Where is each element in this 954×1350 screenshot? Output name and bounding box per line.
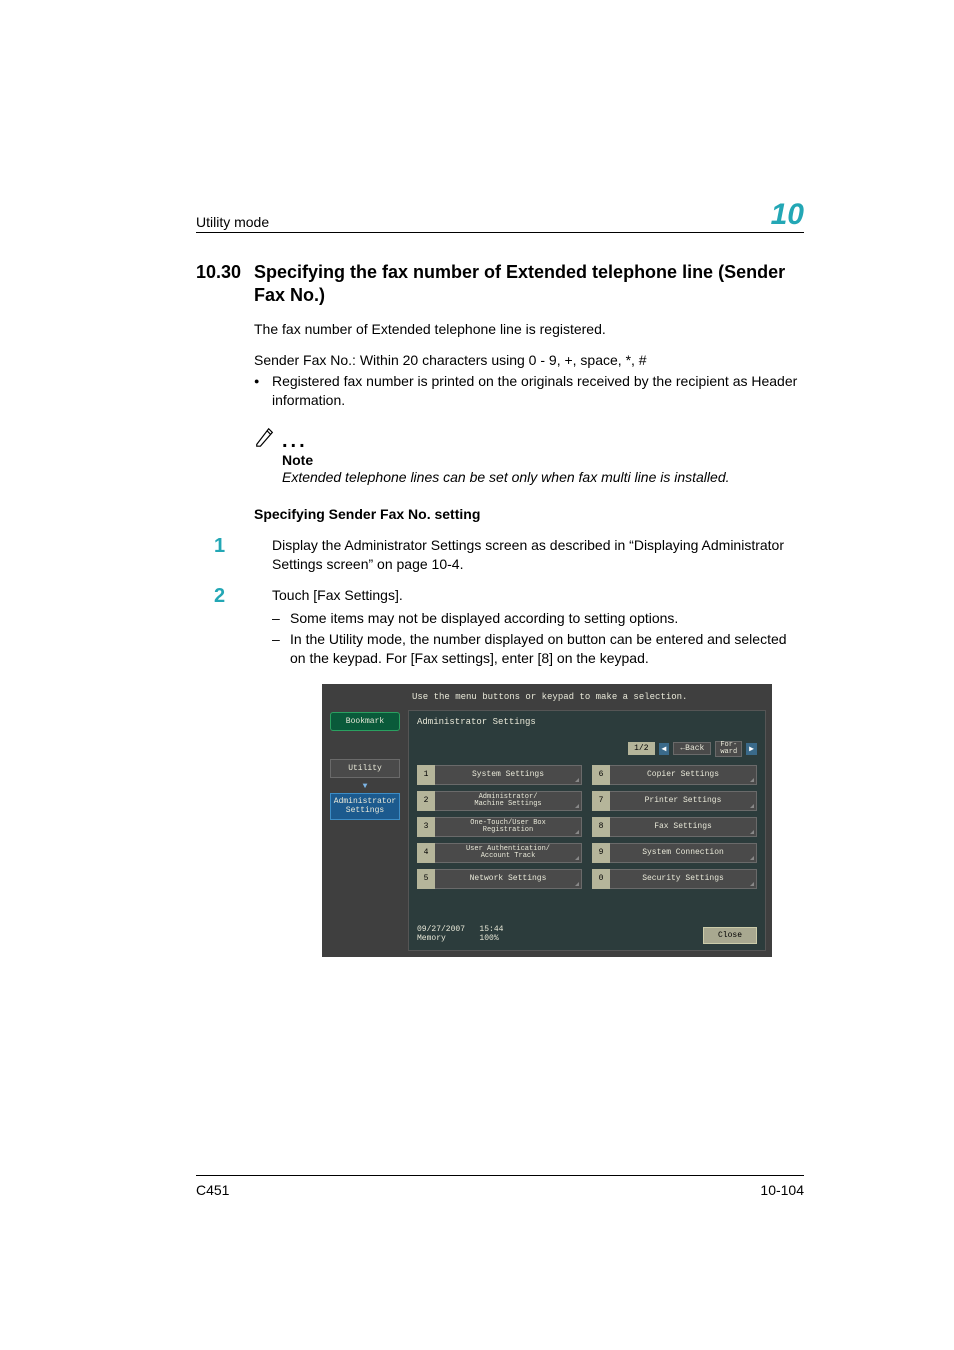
menu-btn-num: 9 — [592, 843, 610, 863]
note-dots: ... — [282, 434, 308, 448]
menu-btn-num: 2 — [417, 791, 435, 811]
nav-forward-label: For- ward — [720, 742, 737, 756]
note-label: Note — [282, 452, 804, 468]
menu-btn-label: Copier Settings — [610, 765, 757, 785]
menu-btn-num: 5 — [417, 869, 435, 889]
note-body: Extended telephone lines can be set only… — [282, 468, 804, 487]
ss-date: 09/27/2007 — [417, 925, 465, 934]
chapter-number: 10 — [771, 200, 804, 230]
step-number-2: 2 — [196, 586, 272, 670]
bullet-item: Registered fax number is printed on the … — [254, 372, 804, 410]
admin-settings-screenshot: Use the menu buttons or keypad to make a… — [322, 684, 772, 957]
menu-btn-copier-settings[interactable]: 6 Copier Settings — [592, 765, 757, 785]
step-1-text: Display the Administrator Settings scree… — [272, 536, 804, 574]
admin-settings-tab[interactable]: Administrator Settings — [330, 793, 400, 821]
step-2-text: Touch [Fax Settings]. — [272, 586, 804, 605]
menu-btn-num: 8 — [592, 817, 610, 837]
menu-btn-label: Administrator/ Machine Settings — [435, 791, 582, 811]
nav-back-arrow-icon[interactable]: ◀ — [659, 743, 670, 755]
admin-line1: Administrator — [334, 797, 396, 806]
menu-btn-label: Network Settings — [435, 869, 582, 889]
intro-paragraph-1: The fax number of Extended telephone lin… — [254, 320, 804, 339]
menu-btn-num: 1 — [417, 765, 435, 785]
menu-btn-onetouch-userbox[interactable]: 3 One-Touch/User Box Registration — [417, 817, 582, 837]
menu-btn-security-settings[interactable]: 0 Security Settings — [592, 869, 757, 889]
ss-instruction: Use the menu buttons or keypad to make a… — [412, 692, 687, 702]
menu-btn-admin-machine[interactable]: 2 Administrator/ Machine Settings — [417, 791, 582, 811]
section-number: 10.30 — [196, 261, 254, 306]
menu-btn-label: System Settings — [435, 765, 582, 785]
ss-memory-label: Memory — [417, 934, 446, 943]
nav-forward-button[interactable]: For- ward — [715, 741, 742, 757]
nav-forward-arrow-icon[interactable]: ▶ — [746, 743, 757, 755]
utility-button[interactable]: Utility — [330, 759, 400, 778]
step-2-subitem: Some items may not be displayed accordin… — [272, 609, 804, 628]
note-icon — [254, 426, 276, 448]
menu-btn-user-auth[interactable]: 4 User Authentication/ Account Track — [417, 843, 582, 863]
menu-btn-label: One-Touch/User Box Registration — [435, 817, 582, 837]
menu-btn-num: 4 — [417, 843, 435, 863]
section-title: Specifying the fax number of Extended te… — [254, 261, 804, 306]
breadcrumb-arrow-icon: ▼ — [330, 782, 400, 791]
menu-btn-label: User Authentication/ Account Track — [435, 843, 582, 863]
menu-btn-network-settings[interactable]: 5 Network Settings — [417, 869, 582, 889]
menu-btn-num: 6 — [592, 765, 610, 785]
close-button[interactable]: Close — [703, 927, 757, 944]
menu-btn-system-settings[interactable]: 1 System Settings — [417, 765, 582, 785]
ss-memory-value: 100% — [479, 934, 498, 943]
nav-back-button[interactable]: ←Back — [673, 742, 711, 755]
subheading: Specifying Sender Fax No. setting — [254, 506, 804, 522]
footer-model: C451 — [196, 1182, 229, 1198]
ss-status-footer: 09/27/2007 15:44 Memory 100% — [417, 925, 503, 944]
menu-btn-num: 3 — [417, 817, 435, 837]
panel-title: Administrator Settings — [409, 711, 765, 741]
bookmark-button[interactable]: Bookmark — [330, 712, 400, 731]
admin-line2: Settings — [346, 806, 384, 815]
ss-time: 15:44 — [479, 925, 503, 934]
menu-btn-label: Fax Settings — [610, 817, 757, 837]
step-number-1: 1 — [196, 536, 272, 574]
menu-btn-printer-settings[interactable]: 7 Printer Settings — [592, 791, 757, 811]
menu-btn-label: System Connection — [610, 843, 757, 863]
intro-paragraph-2: Sender Fax No.: Within 20 characters usi… — [254, 351, 804, 370]
menu-btn-system-connection[interactable]: 9 System Connection — [592, 843, 757, 863]
menu-btn-label: Printer Settings — [610, 791, 757, 811]
page-indicator: 1/2 — [628, 742, 654, 755]
footer-page-number: 10-104 — [760, 1182, 804, 1198]
menu-btn-fax-settings[interactable]: 8 Fax Settings — [592, 817, 757, 837]
menu-btn-label: Security Settings — [610, 869, 757, 889]
menu-btn-num: 7 — [592, 791, 610, 811]
running-header: Utility mode — [196, 214, 269, 230]
step-2-subitem: In the Utility mode, the number displaye… — [272, 630, 804, 668]
menu-btn-num: 0 — [592, 869, 610, 889]
